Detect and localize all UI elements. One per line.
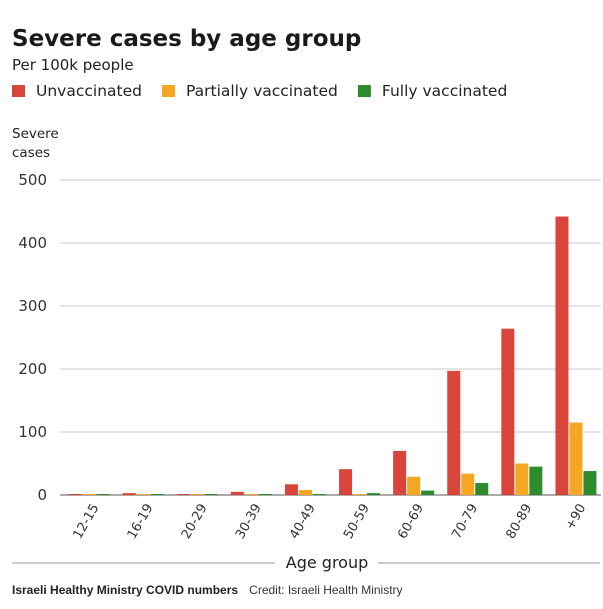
legend-swatch <box>161 85 175 97</box>
x-axis-label: Age group <box>286 553 369 572</box>
x-tick-label: 20-29 <box>179 502 211 542</box>
bar <box>150 494 164 495</box>
x-tick-label: 16-19 <box>125 502 157 542</box>
bar <box>583 471 597 495</box>
x-tick-label: 12-15 <box>71 502 103 542</box>
bar <box>204 494 218 495</box>
bar <box>529 466 543 495</box>
bar <box>461 473 475 495</box>
bar <box>339 469 353 495</box>
x-tick-label: 60-69 <box>395 502 427 542</box>
bar <box>393 450 407 495</box>
legend-swatch <box>12 85 25 97</box>
x-tick-label: +90 <box>563 502 590 533</box>
bar <box>68 494 82 495</box>
bar <box>447 370 461 495</box>
footer: Israeli Healthy Ministry COVID numbers C… <box>12 579 403 598</box>
legend-swatch <box>357 85 371 97</box>
bar <box>96 494 110 495</box>
bar <box>190 494 204 495</box>
bar <box>284 484 298 495</box>
bar <box>312 494 326 495</box>
bar <box>136 494 150 495</box>
y-axis-label-line-1: Severe <box>12 126 59 142</box>
x-axis-ticks: 12-15 16-19 20-29 30-39 40-49 50-59 60-69 70-79… <box>71 502 590 542</box>
y-tick-label: 400 <box>18 234 47 252</box>
chart-title: Severe cases by age group <box>12 26 361 52</box>
bars <box>68 216 597 496</box>
x-tick-label: 40-49 <box>287 502 319 542</box>
legend-label: Fully vaccinated <box>382 82 507 100</box>
footer-credit: Credit: Israeli Health Ministry <box>249 583 402 597</box>
y-tick-label: 300 <box>18 297 47 315</box>
bar <box>298 489 312 495</box>
x-tick-label: 30-39 <box>233 502 265 542</box>
bar <box>367 493 381 495</box>
bar <box>230 491 244 495</box>
x-tick-label: 70-79 <box>449 502 481 542</box>
chart-subtitle: Per 100k people <box>12 56 134 74</box>
bar <box>501 328 515 495</box>
bar <box>353 494 367 495</box>
y-axis-label-line-2: cases <box>12 145 50 161</box>
bar <box>122 493 136 495</box>
bar <box>555 216 569 496</box>
y-tick-label: 500 <box>18 171 47 189</box>
bar <box>258 494 272 495</box>
bar <box>475 483 489 495</box>
y-axis-ticks: 0 100 200 300 400 500 <box>18 171 47 504</box>
y-tick-label: 200 <box>18 360 47 378</box>
bar <box>82 494 96 495</box>
bar <box>515 463 529 495</box>
bar <box>407 476 421 495</box>
bar <box>176 494 190 495</box>
bar <box>421 490 435 495</box>
legend: Unvaccinated Partially vaccinated Fully va… <box>12 82 507 100</box>
x-tick-label: 50-59 <box>341 502 373 542</box>
bar <box>569 422 583 495</box>
gridlines <box>60 179 601 496</box>
legend-label: Unvaccinated <box>36 82 142 100</box>
x-tick-label: 80-89 <box>503 502 535 542</box>
footer-source: Israeli Healthy Ministry COVID numbers <box>12 583 238 597</box>
bar <box>244 494 258 495</box>
y-tick-label: 100 <box>18 423 47 441</box>
legend-label: Partially vaccinated <box>186 82 338 100</box>
y-tick-label: 0 <box>37 486 47 504</box>
